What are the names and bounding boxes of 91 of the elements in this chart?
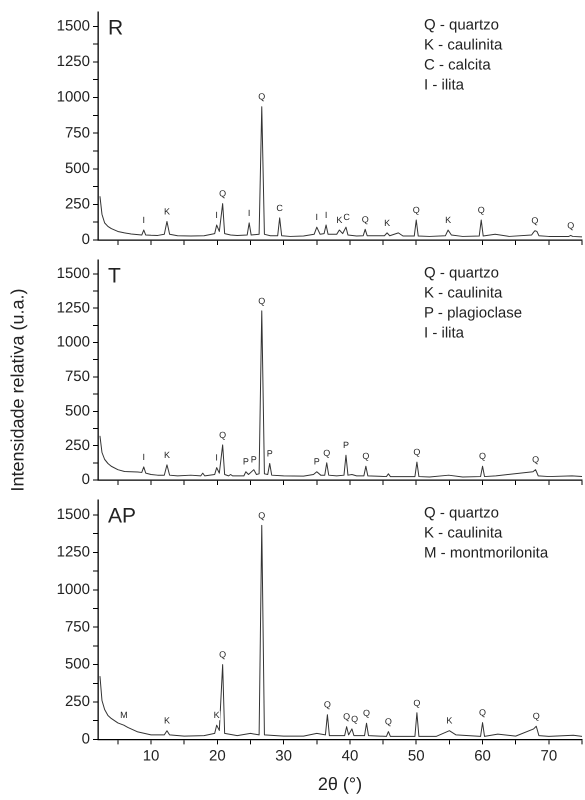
annotation: P — [266, 448, 273, 458]
y-tick-label: 250 — [64, 196, 90, 213]
x-tick-label: 60 — [474, 748, 491, 765]
annotation: Q — [532, 711, 540, 722]
annotation: Q - quartzo — [424, 16, 500, 34]
annotation: K — [214, 710, 220, 720]
x-tick-label: 40 — [342, 748, 358, 765]
y-tick-label: 1000 — [56, 334, 90, 351]
y-tick-label: 750 — [64, 368, 90, 386]
annotation: K — [446, 716, 452, 726]
chart-title: R — [108, 16, 124, 40]
annotation: Q — [413, 698, 420, 708]
chart-title: T — [108, 264, 121, 288]
annotation: K — [336, 215, 342, 226]
y-tick-label: 500 — [64, 402, 90, 420]
y-tick-label: 1500 — [56, 17, 90, 34]
chart-title: AP — [108, 504, 136, 528]
annotation: K — [445, 215, 452, 226]
y-tick-label: 500 — [64, 656, 90, 673]
annotation: P — [342, 440, 349, 450]
annotation: C - calcita — [424, 56, 492, 74]
annotation: K — [164, 716, 170, 726]
annotation: K — [384, 218, 390, 228]
annotation: K - caulinita — [424, 524, 504, 542]
annotation: K — [164, 450, 170, 460]
annotation: Q — [258, 510, 266, 520]
y-tick-label: 1250 — [56, 299, 90, 316]
x-tick-label: 20 — [209, 748, 226, 765]
annotation: K - caulinita — [424, 284, 504, 302]
annotation: Q — [479, 451, 486, 462]
y-axis-title: Intensidade relativa (u.a.) — [8, 288, 28, 492]
annotation: P - plagioclase — [424, 304, 522, 322]
annotation: Q — [413, 447, 420, 458]
annotation: Q — [343, 712, 350, 722]
annotation: M — [120, 710, 128, 720]
annotation: Q — [362, 451, 370, 462]
annotation: I — [248, 208, 250, 218]
y-tick-label: 1250 — [56, 53, 90, 70]
annotation: Q - quartzo — [424, 264, 500, 282]
annotation: P — [242, 456, 249, 467]
annotation: M - montmorilonita — [424, 544, 549, 562]
y-tick-label: 750 — [64, 618, 90, 636]
annotation: Q — [532, 454, 540, 465]
y-tick-label: 1500 — [56, 506, 90, 524]
annotation: I — [324, 210, 328, 220]
annotation: Q — [412, 205, 420, 216]
y-tick-label: 250 — [64, 436, 90, 454]
annotation: Q — [479, 708, 486, 718]
annotation: I - ilita — [424, 76, 465, 94]
annotation: Q — [324, 700, 331, 710]
annotation: I — [142, 215, 146, 226]
x-tick-label: 70 — [540, 748, 558, 765]
y-tick-label: 1250 — [56, 544, 90, 561]
annotation: Q — [567, 220, 574, 230]
annotation: Q — [219, 430, 226, 440]
annotation: K - caulinita — [424, 36, 504, 54]
annotation: I — [142, 452, 146, 462]
annotation: C — [276, 202, 284, 213]
annotation: Q — [258, 92, 266, 102]
y-tick-label: 500 — [64, 160, 90, 177]
annotation: I — [215, 452, 218, 463]
y-tick-label: 1000 — [56, 580, 90, 598]
annotation: Q - quartzo — [424, 504, 500, 522]
annotation: Q — [323, 448, 330, 458]
y-tick-label: 0 — [82, 231, 90, 248]
annotation: P — [250, 454, 257, 465]
annotation: I — [215, 210, 218, 220]
annotation: Q — [219, 188, 226, 199]
annotation: Q — [363, 708, 370, 718]
y-tick-label: 1000 — [56, 88, 90, 106]
y-tick-label: 250 — [64, 693, 90, 710]
annotation: Q — [531, 216, 538, 226]
annotation: K — [164, 206, 170, 216]
x-tick-label: 10 — [142, 748, 160, 765]
annotation: Q — [219, 650, 226, 660]
annotation: Q — [362, 214, 369, 224]
annotation: Q — [384, 716, 392, 727]
annotation: I - ilita — [424, 324, 465, 342]
y-tick-label: 0 — [82, 471, 90, 488]
annotation: Q — [351, 714, 358, 724]
y-tick-label: 0 — [82, 730, 90, 748]
annotation: P — [314, 456, 320, 467]
annotation: Q — [258, 296, 266, 306]
annotation: C — [343, 212, 350, 222]
annotation: I — [316, 212, 318, 222]
x-tick-label: 50 — [408, 748, 425, 765]
y-tick-label: 750 — [64, 124, 90, 142]
x-axis-title: 2θ (°) — [318, 774, 362, 794]
annotation: Q — [478, 205, 485, 216]
y-tick-label: 1500 — [56, 264, 90, 282]
x-tick-label: 30 — [275, 748, 292, 765]
